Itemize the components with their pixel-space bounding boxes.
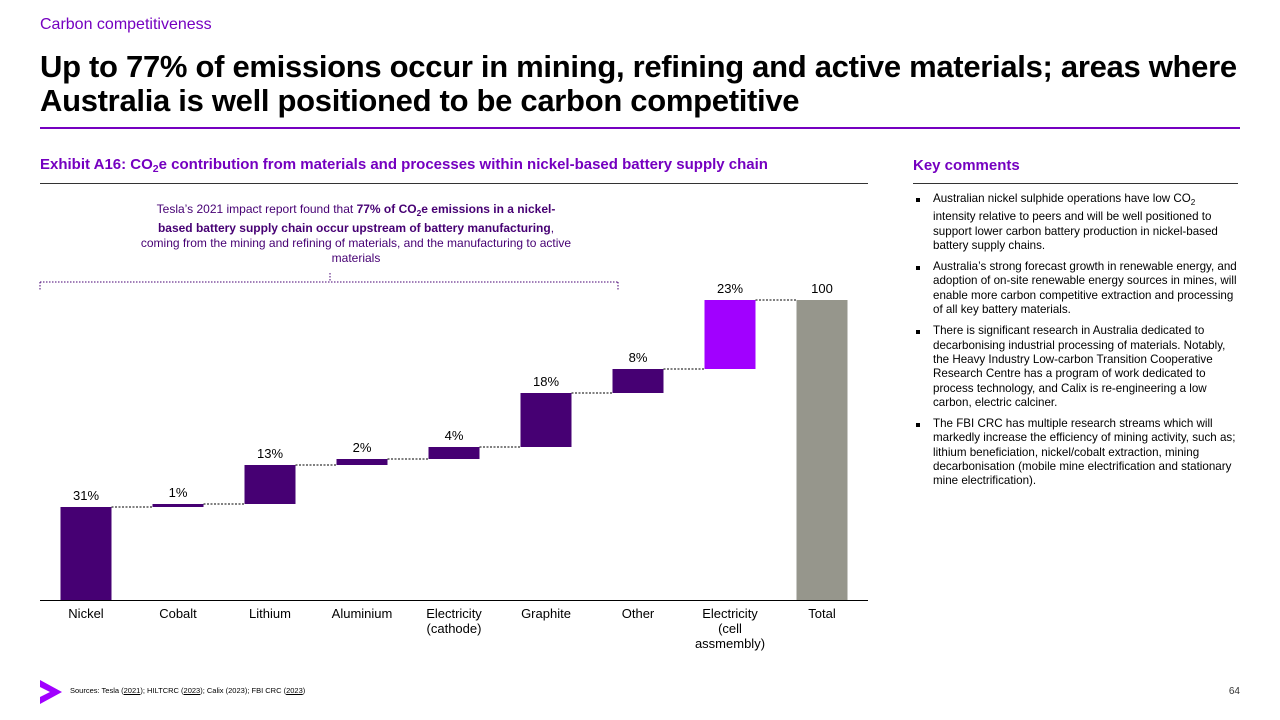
x-tick-label: assmembly) bbox=[695, 636, 765, 651]
key-comments-list: Australian nickel sulphide operations ha… bbox=[913, 192, 1241, 496]
x-tick-label: Electricity bbox=[702, 606, 758, 621]
key-comment-item: Australia’s strong forecast growth in re… bbox=[913, 260, 1241, 317]
waterfall-chart: 31% Nickel 1% Cobalt 13% Lithium 2% Aluminium 4%… bbox=[39, 273, 868, 651]
x-tick-label: (cathode) bbox=[427, 621, 482, 636]
key-comment-item: The FBI CRC has multiple research stream… bbox=[913, 417, 1241, 488]
x-tick-label: Electricity bbox=[426, 606, 482, 621]
key-comment-text-post: intensity relative to peers and will be … bbox=[933, 210, 1218, 252]
page-number: 64 bbox=[1228, 686, 1240, 697]
sources-sep-1: ); HILTCRC ( bbox=[140, 686, 184, 695]
exhibit-title-suffix: e contribution from materials and proces… bbox=[158, 156, 768, 173]
chart-callout: Tesla’s 2021 impact report found that 77… bbox=[140, 202, 572, 266]
data-label: 4% bbox=[445, 428, 464, 443]
exhibit-title: Exhibit A16: CO2e contribution from mate… bbox=[40, 156, 768, 175]
header-divider bbox=[40, 127, 1240, 129]
x-tick-label: Other bbox=[622, 606, 655, 621]
data-label: 1% bbox=[169, 485, 188, 500]
key-comment-item: There is significant research in Austral… bbox=[913, 324, 1241, 410]
key-comment-text: The FBI CRC has multiple research stream… bbox=[933, 417, 1236, 488]
key-comment-sub: 2 bbox=[1190, 198, 1196, 207]
waterfall-bar bbox=[428, 447, 480, 459]
waterfall-bar bbox=[612, 369, 664, 393]
exhibit-title-sub: 2 bbox=[152, 163, 159, 175]
sources-sep-2: ); Calix (2023); FBI CRC ( bbox=[200, 686, 287, 695]
exhibit-divider bbox=[40, 183, 868, 184]
data-label: 2% bbox=[353, 440, 372, 455]
sources-note: Sources: Tesla (2021); HILTCRC (2023); C… bbox=[70, 686, 305, 695]
data-label: 8% bbox=[629, 350, 648, 365]
waterfall-bar bbox=[336, 459, 388, 465]
x-tick-label: Nickel bbox=[68, 606, 104, 621]
waterfall-bar bbox=[244, 465, 296, 504]
key-comment-text: Australia’s strong forecast growth in re… bbox=[933, 260, 1237, 317]
waterfall-bar bbox=[796, 300, 848, 600]
waterfall-bar bbox=[520, 393, 572, 447]
waterfall-bar bbox=[704, 300, 756, 369]
source-link-tesla[interactable]: 2021 bbox=[123, 686, 141, 695]
callout-text-2: , coming from the mining and refining of… bbox=[140, 221, 572, 265]
key-comment-item: Australian nickel sulphide operations ha… bbox=[913, 192, 1241, 253]
key-comments-divider bbox=[913, 183, 1238, 184]
sources-label: Sources: Tesla ( bbox=[70, 686, 124, 695]
x-tick-label: (cell bbox=[718, 621, 742, 636]
key-comment-text: There is significant research in Austral… bbox=[933, 324, 1226, 409]
waterfall-bar bbox=[60, 507, 112, 600]
x-tick-label: Aluminium bbox=[332, 606, 393, 621]
sources-end: ) bbox=[302, 686, 306, 695]
brand-logo-icon bbox=[40, 680, 62, 704]
waterfall-bar bbox=[152, 504, 204, 507]
data-label: 31% bbox=[73, 488, 99, 503]
source-link-fbicrc[interactable]: 2023 bbox=[286, 686, 303, 695]
callout-bold-sub: 2 bbox=[416, 208, 422, 218]
x-tick-label: Lithium bbox=[249, 606, 291, 621]
data-label: 100 bbox=[811, 281, 833, 296]
data-label: 18% bbox=[533, 374, 559, 389]
callout-text-1: Tesla’s 2021 impact report found that bbox=[156, 202, 357, 216]
x-tick-label: Cobalt bbox=[159, 606, 197, 621]
data-label: 23% bbox=[717, 281, 743, 296]
x-tick-label: Total bbox=[808, 606, 836, 621]
data-label: 13% bbox=[257, 446, 283, 461]
callout-bold-1: 77% of CO bbox=[356, 202, 417, 216]
key-comment-text: Australian nickel sulphide operations ha… bbox=[933, 192, 1191, 205]
section-eyebrow: Carbon competitiveness bbox=[40, 16, 212, 33]
source-link-hiltcrc[interactable]: 2023 bbox=[183, 686, 201, 695]
key-comments-title: Key comments bbox=[913, 157, 1020, 174]
callout-bold-2: e emissions in a nickel-based battery su… bbox=[157, 202, 556, 235]
page-headline: Up to 77% of emissions occur in mining, … bbox=[40, 49, 1237, 118]
exhibit-title-prefix: Exhibit A16: CO bbox=[40, 156, 153, 173]
x-tick-label: Graphite bbox=[521, 606, 571, 621]
